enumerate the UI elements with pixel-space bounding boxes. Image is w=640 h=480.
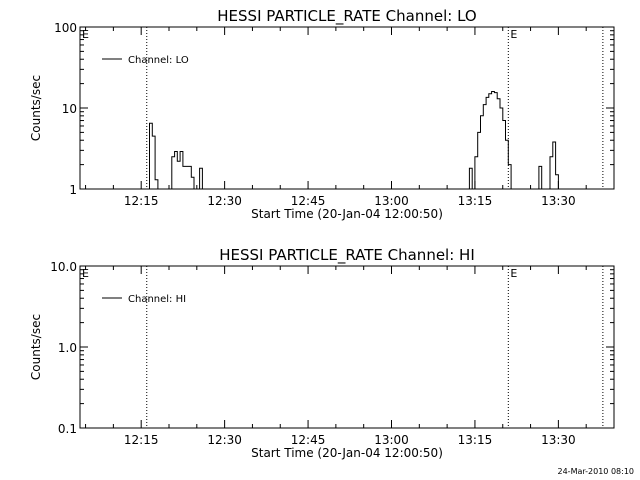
panel-1-title: HESSI PARTICLE_RATE Channel: LO	[217, 7, 476, 26]
panel-1-legend-label: Channel: LO	[128, 55, 189, 66]
panel-1-x-tick-label: 13:15	[458, 194, 493, 208]
panel-2-x-tick-label: 12:15	[124, 433, 159, 447]
panel-2-legend-label: Channel: HI	[128, 294, 186, 305]
panel-1-x-tick-label: 12:30	[207, 194, 242, 208]
panel-2-x-tick-label: 12:45	[291, 433, 326, 447]
panel-1-annotation-e: E	[82, 28, 89, 41]
panel-1-plot-frame	[79, 26, 615, 190]
panel-2-plot-frame	[79, 265, 615, 429]
panel-1-series-line	[146, 91, 559, 190]
panel-2-x-axis-label: Start Time (20-Jan-04 12:00:50)	[251, 446, 443, 460]
panel-1-y-tick-label: 1	[69, 183, 77, 197]
panel-2-chart: HESSI PARTICLE_RATE Channel: HI 0.1 1.0 10.…	[29, 246, 615, 460]
panel-2-y-axis-label: Counts/sec	[29, 314, 43, 380]
panel-1-annotation-e: E	[510, 28, 517, 41]
panel-2-annotation-e: E	[82, 267, 89, 280]
panel-1-x-tick-label: 13:30	[541, 194, 576, 208]
panel-2-y-tick-label: 10.0	[50, 260, 77, 274]
panel-1-y-axis-label: Counts/sec	[29, 75, 43, 141]
panel-1-y-tick-label: 10	[62, 102, 77, 116]
panel-2-title: HESSI PARTICLE_RATE Channel: HI	[219, 246, 475, 265]
panel-1-x-tick-label: 12:45	[291, 194, 326, 208]
panel-1-y-tick-label: 100	[54, 21, 77, 35]
panel-1-chart: HESSI PARTICLE_RATE Channel: LO 1 10 100 12:…	[29, 7, 615, 221]
panel-2-y-tick-label: 0.1	[58, 422, 77, 436]
panel-2-x-tick-label: 13:15	[458, 433, 493, 447]
generation-timestamp: 24-Mar-2010 08:10	[557, 467, 635, 476]
panel-1-x-axis-label: Start Time (20-Jan-04 12:00:50)	[251, 207, 443, 221]
panel-2-annotation-e: E	[510, 267, 517, 280]
panel-2-x-tick-label: 13:00	[374, 433, 409, 447]
panel-2-x-tick-label: 12:30	[207, 433, 242, 447]
panel-2-x-tick-label: 13:30	[541, 433, 576, 447]
panel-2-y-tick-label: 1.0	[58, 341, 77, 355]
panel-1-x-tick-label: 13:00	[374, 194, 409, 208]
panel-1-x-tick-label: 12:15	[124, 194, 159, 208]
